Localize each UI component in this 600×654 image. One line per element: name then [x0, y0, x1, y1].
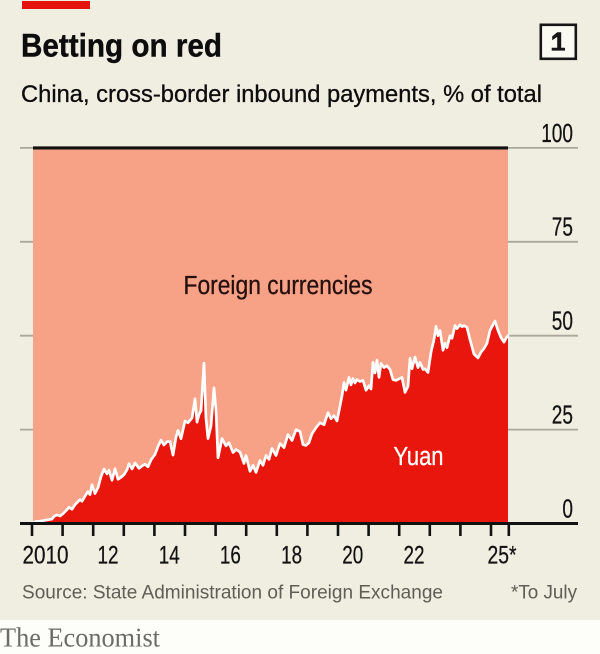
svg-text:Foreign currencies: Foreign currencies — [184, 272, 373, 300]
svg-text:100: 100 — [541, 118, 573, 148]
svg-text:25: 25 — [552, 400, 573, 430]
svg-text:18: 18 — [281, 541, 302, 569]
svg-text:20: 20 — [342, 541, 363, 569]
svg-text:0: 0 — [562, 493, 573, 523]
svg-text:Source: State Administration o: Source: State Administration of Foreign … — [22, 582, 443, 604]
svg-text:25*: 25* — [488, 541, 517, 569]
svg-text:China, cross-border inbound pa: China, cross-border inbound payments, % … — [21, 82, 542, 108]
svg-text:16: 16 — [220, 541, 241, 569]
svg-text:Yuan: Yuan — [394, 443, 444, 471]
svg-text:The Economist: The Economist — [0, 623, 160, 653]
svg-text:Betting on red: Betting on red — [21, 28, 222, 64]
svg-text:2010: 2010 — [23, 541, 69, 569]
svg-text:22: 22 — [404, 541, 425, 569]
svg-text:12: 12 — [98, 541, 119, 569]
svg-text:*To July: *To July — [511, 582, 577, 604]
svg-text:75: 75 — [552, 212, 573, 242]
svg-text:14: 14 — [159, 541, 180, 569]
svg-text:50: 50 — [552, 306, 573, 336]
